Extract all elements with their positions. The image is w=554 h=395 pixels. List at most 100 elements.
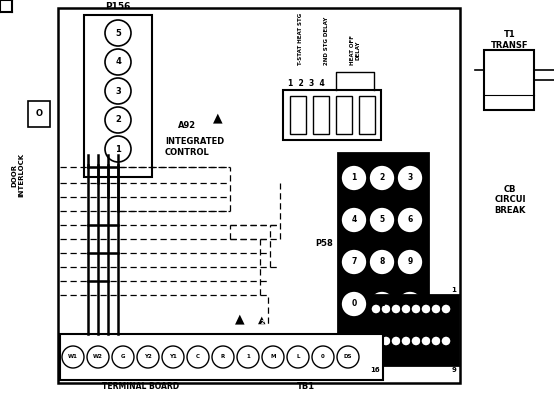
- Bar: [484, 50, 534, 110]
- Text: L: L: [296, 354, 300, 359]
- Circle shape: [397, 249, 423, 275]
- Text: 2: 2: [407, 299, 413, 308]
- Text: ▲: ▲: [235, 312, 245, 325]
- Circle shape: [401, 336, 411, 346]
- Circle shape: [87, 346, 109, 368]
- Text: CB
CIRCUI
BREAK: CB CIRCUI BREAK: [494, 185, 526, 215]
- Bar: [368, 295, 458, 365]
- Bar: [283, 90, 381, 140]
- Text: 2: 2: [115, 115, 121, 124]
- Circle shape: [369, 249, 395, 275]
- Circle shape: [431, 336, 441, 346]
- Text: 9: 9: [407, 258, 413, 267]
- Text: 1: 1: [379, 299, 384, 308]
- Text: INTEGRATED
CONTROL: INTEGRATED CONTROL: [165, 137, 224, 157]
- Bar: [58, 8, 460, 383]
- Circle shape: [162, 346, 184, 368]
- Circle shape: [105, 78, 131, 104]
- Bar: [84, 15, 152, 177]
- Circle shape: [187, 346, 209, 368]
- Circle shape: [421, 336, 431, 346]
- Text: 2: 2: [260, 320, 264, 325]
- Text: G: G: [121, 354, 125, 359]
- Text: 2ND STG DELAY: 2ND STG DELAY: [325, 17, 330, 65]
- Text: T1
TRANSF: T1 TRANSF: [491, 30, 529, 50]
- Text: DOOR
INTERLOCK: DOOR INTERLOCK: [11, 153, 25, 197]
- Circle shape: [369, 207, 395, 233]
- Circle shape: [312, 346, 334, 368]
- Text: 6: 6: [407, 216, 413, 224]
- Text: C: C: [196, 354, 200, 359]
- Circle shape: [401, 304, 411, 314]
- Circle shape: [262, 346, 284, 368]
- Text: 2: 2: [379, 173, 384, 182]
- Text: 5: 5: [379, 216, 384, 224]
- Bar: [290, 96, 306, 134]
- Text: Y2: Y2: [144, 354, 152, 359]
- Circle shape: [441, 304, 451, 314]
- Text: HEAT OFF
DELAY: HEAT OFF DELAY: [350, 35, 361, 65]
- Circle shape: [411, 304, 421, 314]
- Bar: [60, 334, 383, 380]
- Circle shape: [397, 207, 423, 233]
- Text: 0: 0: [321, 354, 325, 359]
- Circle shape: [371, 304, 381, 314]
- Text: 1  2  3  4: 1 2 3 4: [288, 79, 325, 88]
- Circle shape: [137, 346, 159, 368]
- Text: DS: DS: [343, 354, 352, 359]
- Circle shape: [105, 107, 131, 133]
- Text: P46: P46: [403, 274, 423, 283]
- Circle shape: [431, 304, 441, 314]
- Circle shape: [369, 165, 395, 191]
- Circle shape: [391, 304, 401, 314]
- Bar: [28, 101, 50, 127]
- Circle shape: [287, 346, 309, 368]
- Text: 8: 8: [370, 287, 375, 293]
- Text: ▲: ▲: [213, 111, 223, 124]
- Bar: [336, 96, 352, 134]
- Text: ▲: ▲: [258, 315, 266, 325]
- Circle shape: [397, 291, 423, 317]
- Text: 3: 3: [115, 87, 121, 96]
- Circle shape: [441, 336, 451, 346]
- Text: 8: 8: [379, 258, 384, 267]
- Bar: [338, 153, 428, 333]
- Text: 1: 1: [451, 287, 456, 293]
- Text: P156: P156: [105, 2, 131, 11]
- Circle shape: [397, 165, 423, 191]
- Circle shape: [105, 136, 131, 162]
- Text: 4: 4: [115, 58, 121, 66]
- Circle shape: [381, 304, 391, 314]
- Circle shape: [237, 346, 259, 368]
- Circle shape: [391, 336, 401, 346]
- Text: R: R: [221, 354, 225, 359]
- Text: 1: 1: [351, 173, 357, 182]
- Circle shape: [421, 304, 431, 314]
- Circle shape: [341, 249, 367, 275]
- Circle shape: [341, 291, 367, 317]
- Text: Y1: Y1: [169, 354, 177, 359]
- Text: TERMINAL BOARD: TERMINAL BOARD: [102, 382, 179, 391]
- Circle shape: [369, 291, 395, 317]
- Text: P58: P58: [315, 239, 333, 248]
- Text: 1: 1: [246, 354, 250, 359]
- Circle shape: [341, 165, 367, 191]
- Circle shape: [371, 336, 381, 346]
- Text: 4: 4: [351, 216, 357, 224]
- Text: 7: 7: [351, 258, 357, 267]
- Text: 0: 0: [351, 299, 357, 308]
- Text: 1: 1: [115, 145, 121, 154]
- Circle shape: [381, 336, 391, 346]
- Circle shape: [112, 346, 134, 368]
- Text: 3: 3: [407, 173, 413, 182]
- Circle shape: [411, 336, 421, 346]
- Text: O: O: [35, 109, 43, 118]
- Text: W2: W2: [93, 354, 103, 359]
- Circle shape: [212, 346, 234, 368]
- Bar: [359, 96, 375, 134]
- Circle shape: [341, 207, 367, 233]
- Text: A92: A92: [178, 120, 196, 130]
- Circle shape: [62, 346, 84, 368]
- Text: T-STAT HEAT STG: T-STAT HEAT STG: [297, 13, 302, 65]
- Text: 5: 5: [115, 28, 121, 38]
